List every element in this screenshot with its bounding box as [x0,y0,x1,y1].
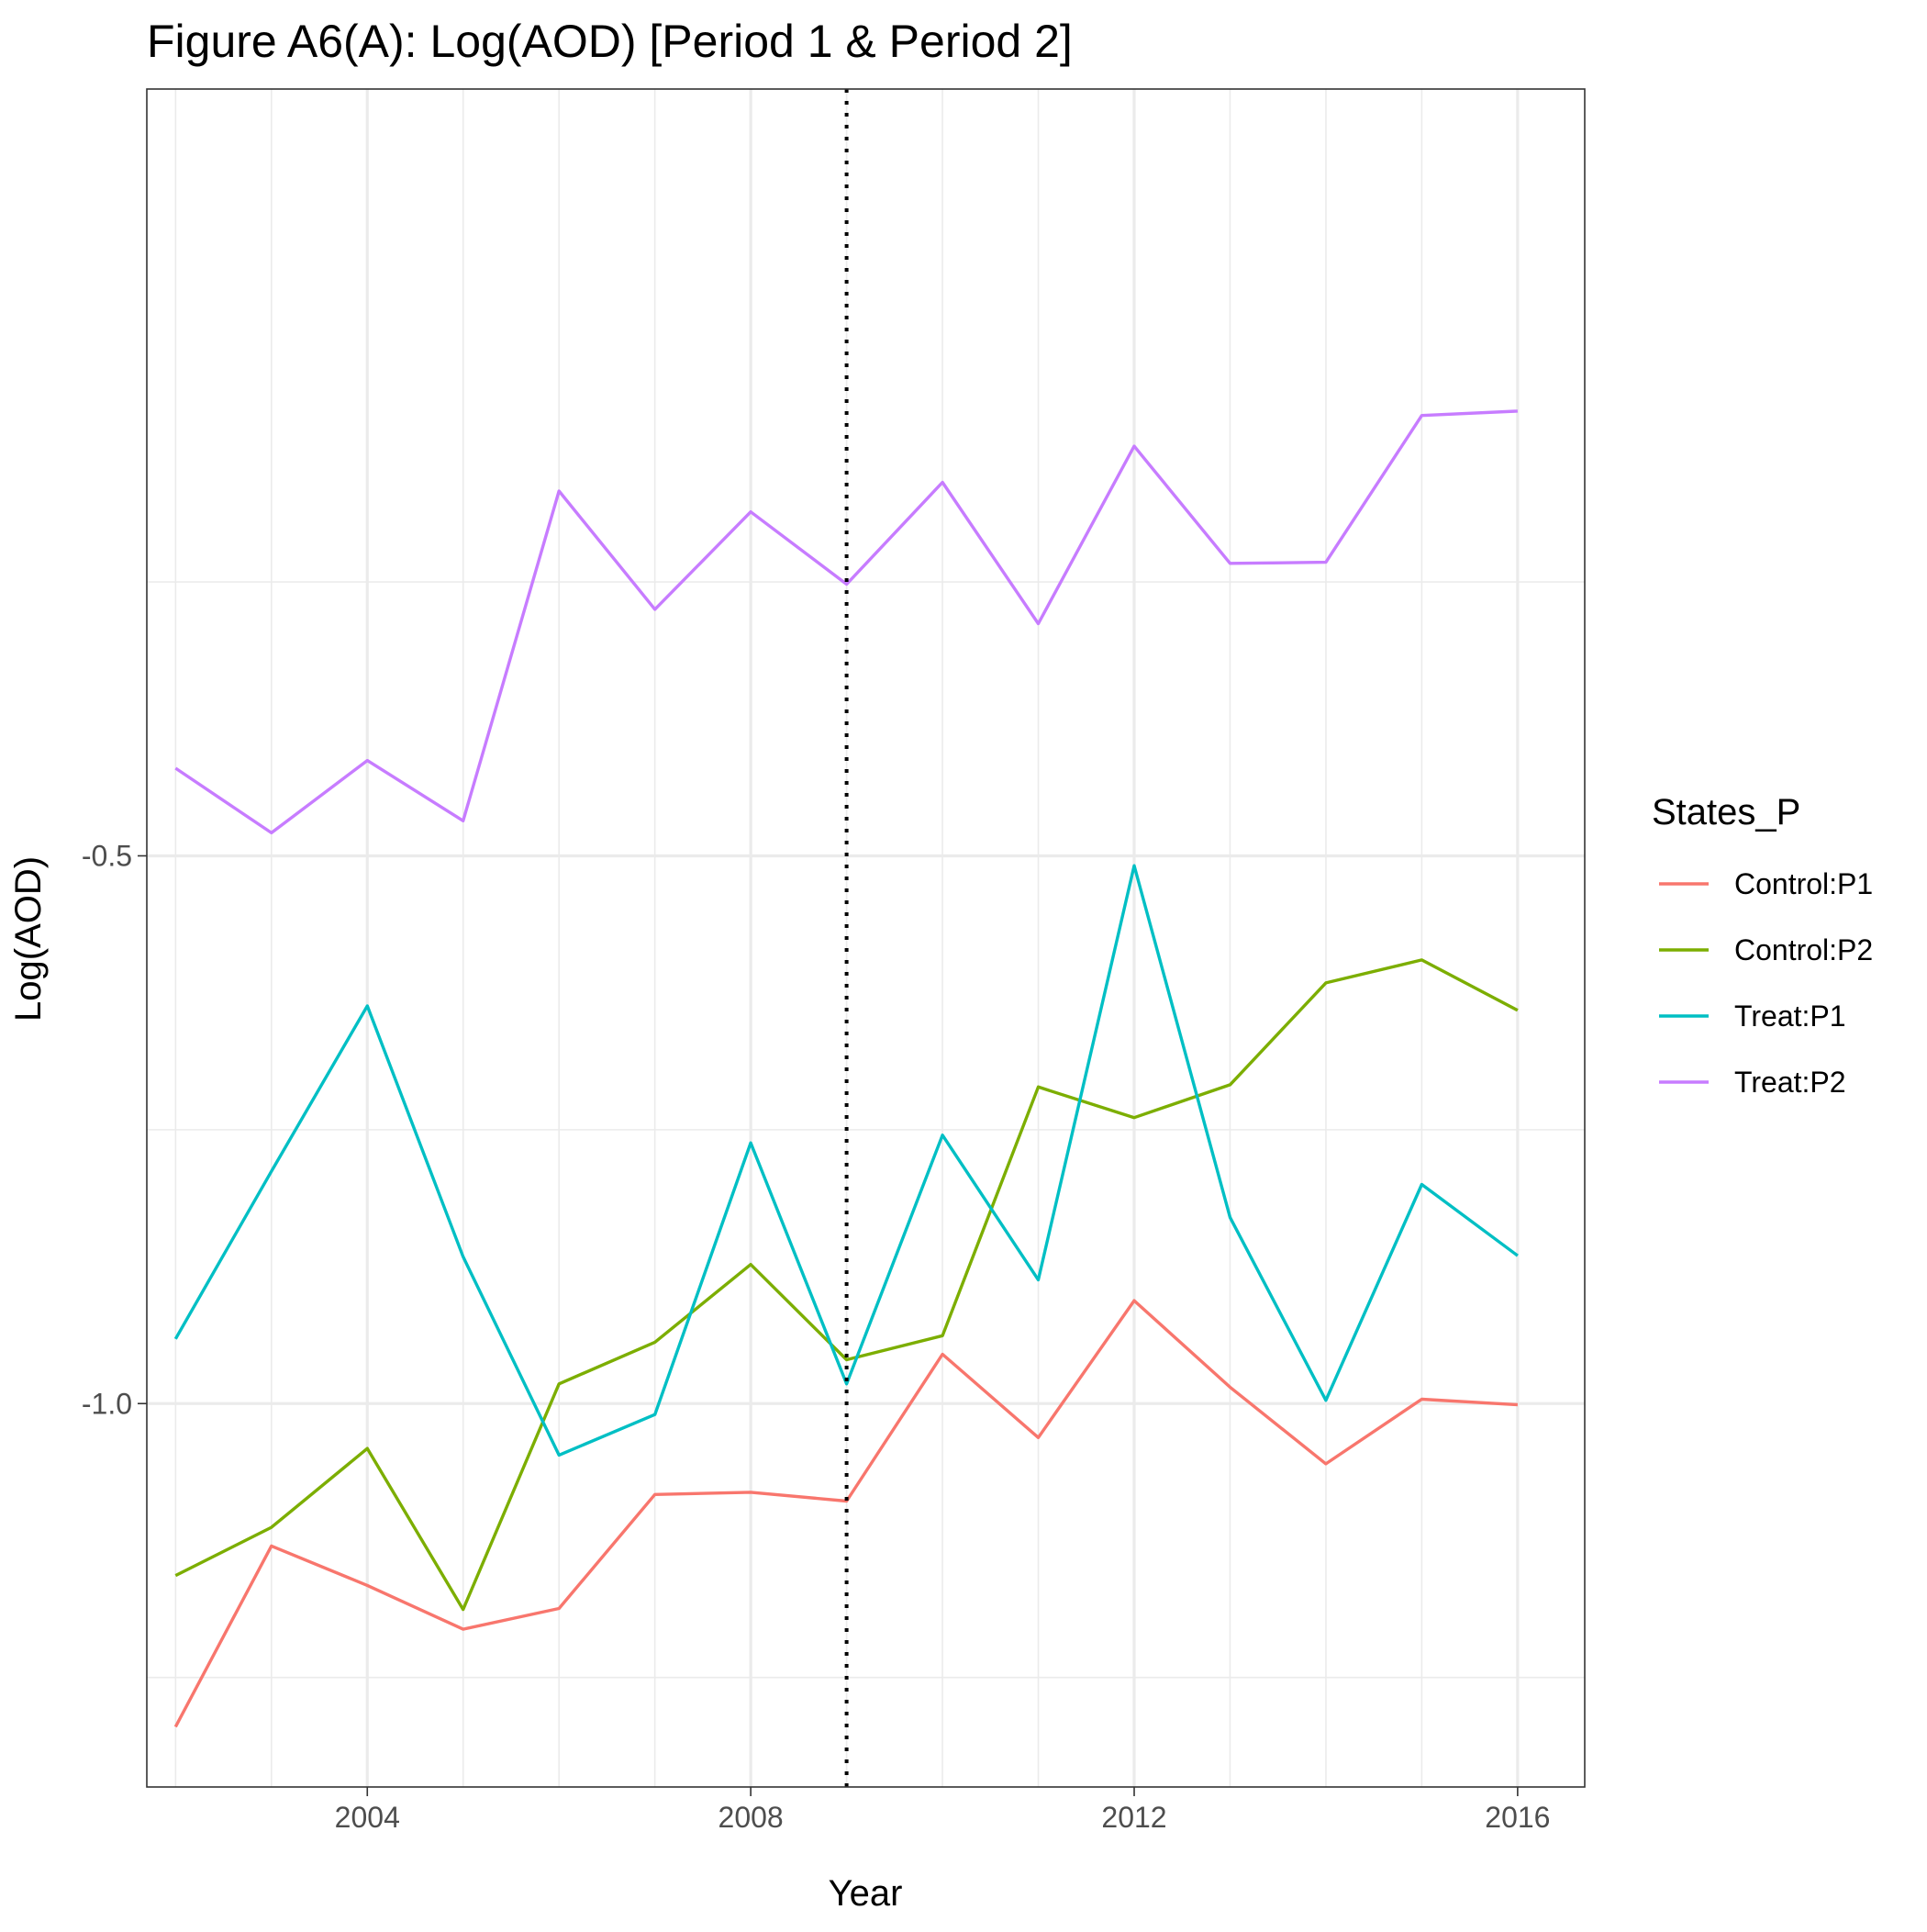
series-line-control-p1 [173,1299,1518,1728]
series-line-treat-p2 [174,409,1518,835]
legend-label: Treat:P2 [1734,1066,1846,1099]
x-tick-label: 2012 [1101,1801,1166,1834]
panel-frame-group [146,88,1586,1788]
series-line-treat-p1 [173,864,1519,1457]
x-axis-title: Year [829,1873,903,1914]
series-lines [173,409,1519,1728]
axes: 2004 2008 2012 2016 -0.5 -1.0 [82,839,1551,1834]
x-tick-label: 2004 [335,1801,400,1834]
series-line-control-p2 [174,958,1519,1612]
panel-background [147,89,1585,1787]
y-tick-label: -0.5 [82,839,132,872]
grid-lines [147,89,1585,1787]
legend-label: Treat:P1 [1734,1000,1846,1033]
panel-border [146,88,1586,1788]
legend: States_P Control:P1 Control:P2 Treat:P1 Tre… [1652,792,1873,1099]
legend-label: Control:P1 [1734,867,1873,900]
plot-panel [147,89,1585,1787]
x-tick-label: 2008 [718,1801,784,1834]
legend-label: Control:P2 [1734,933,1873,966]
legend-title: States_P [1652,792,1800,832]
y-axis-title: Log(AOD) [8,856,49,1022]
chart-title: Figure A6(A): Log(AOD) [Period 1 & Perio… [147,16,1073,67]
y-tick-label: -1.0 [82,1387,132,1420]
x-tick-label: 2016 [1485,1801,1550,1834]
